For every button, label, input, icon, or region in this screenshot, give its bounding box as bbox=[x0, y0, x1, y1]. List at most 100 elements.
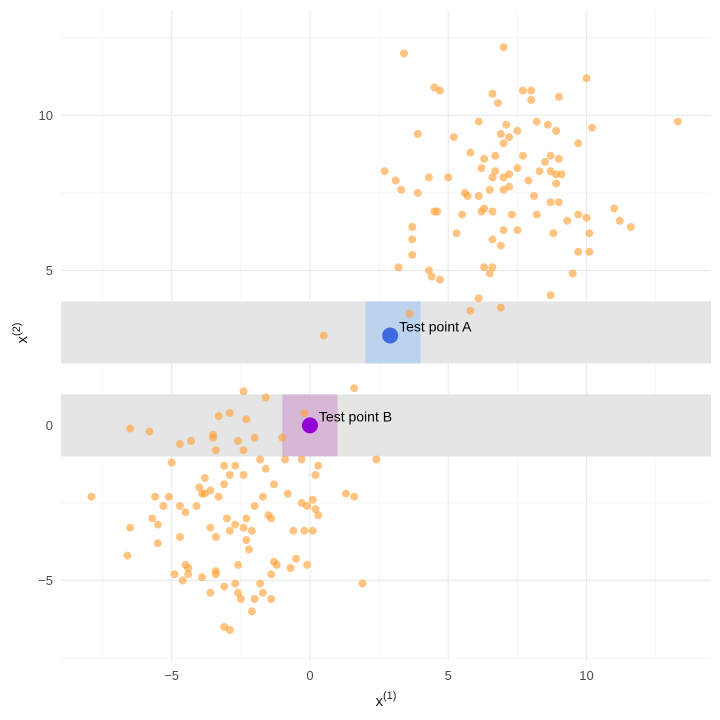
data-point bbox=[245, 545, 254, 554]
data-point bbox=[192, 502, 201, 510]
data-point bbox=[513, 226, 522, 235]
data-point bbox=[408, 223, 417, 231]
data-point bbox=[341, 489, 350, 498]
x-tick-labels: −5 0 5 10 bbox=[164, 668, 594, 683]
data-point bbox=[225, 409, 234, 417]
data-point bbox=[474, 117, 483, 126]
data-point bbox=[491, 151, 500, 160]
data-point bbox=[269, 480, 278, 489]
data-point bbox=[153, 520, 162, 529]
data-point bbox=[549, 229, 558, 238]
data-point bbox=[615, 216, 624, 225]
data-point bbox=[225, 471, 234, 479]
data-point bbox=[585, 229, 594, 238]
data-point bbox=[588, 123, 597, 132]
data-point bbox=[225, 626, 234, 634]
data-point bbox=[673, 117, 682, 126]
data-point bbox=[242, 415, 251, 424]
data-point bbox=[477, 164, 486, 173]
data-point bbox=[242, 514, 251, 523]
data-point bbox=[231, 520, 240, 529]
data-point bbox=[626, 223, 635, 231]
data-point bbox=[153, 539, 162, 548]
data-point bbox=[554, 154, 563, 163]
data-point bbox=[258, 492, 267, 501]
data-point bbox=[474, 192, 483, 200]
data-point bbox=[449, 133, 458, 142]
data-point bbox=[239, 446, 248, 455]
y-axis-title: x(2) bbox=[11, 323, 31, 344]
data-point bbox=[532, 210, 541, 219]
data-point bbox=[485, 185, 494, 194]
data-point bbox=[585, 247, 594, 256]
y-tick-label: −5 bbox=[38, 573, 53, 588]
data-point bbox=[496, 241, 505, 250]
data-point bbox=[546, 198, 555, 207]
data-point bbox=[527, 95, 536, 104]
data-point bbox=[413, 130, 422, 138]
data-point bbox=[292, 554, 301, 563]
data-point bbox=[319, 331, 328, 340]
data-point bbox=[452, 229, 461, 238]
data-point bbox=[554, 198, 563, 207]
data-point bbox=[543, 120, 552, 129]
data-point bbox=[220, 480, 229, 489]
data-point bbox=[211, 570, 220, 579]
data-point bbox=[513, 126, 522, 135]
data-point bbox=[397, 185, 406, 194]
data-point bbox=[184, 570, 193, 579]
data-point bbox=[220, 461, 229, 470]
data-point bbox=[433, 207, 442, 216]
data-point bbox=[242, 536, 251, 545]
data-point bbox=[170, 570, 179, 579]
data-point bbox=[209, 433, 218, 442]
data-point bbox=[408, 250, 417, 259]
test-point-label: Test point B bbox=[319, 408, 392, 424]
data-point bbox=[234, 560, 243, 569]
data-point bbox=[175, 502, 184, 510]
data-point bbox=[610, 204, 619, 213]
data-point bbox=[239, 387, 248, 396]
data-point bbox=[552, 126, 561, 135]
data-point bbox=[435, 275, 444, 284]
data-point bbox=[239, 471, 248, 479]
data-point bbox=[427, 272, 436, 281]
data-point bbox=[261, 393, 270, 402]
data-point bbox=[518, 151, 527, 160]
y-tick-label: 0 bbox=[46, 418, 53, 433]
data-point bbox=[518, 86, 527, 95]
data-point bbox=[554, 92, 563, 101]
data-point bbox=[546, 291, 555, 300]
y-tick-label: 5 bbox=[46, 263, 53, 278]
data-point bbox=[574, 210, 583, 219]
data-point bbox=[297, 455, 306, 464]
y-tick-labels: −5 0 5 10 bbox=[38, 108, 53, 588]
data-point bbox=[200, 474, 209, 483]
data-point bbox=[126, 523, 135, 532]
data-point bbox=[314, 511, 323, 520]
data-point bbox=[222, 514, 231, 523]
data-point bbox=[231, 461, 240, 470]
data-point bbox=[300, 526, 309, 535]
data-point bbox=[405, 309, 414, 318]
data-point bbox=[424, 266, 433, 275]
data-point bbox=[247, 526, 256, 535]
data-point bbox=[458, 210, 467, 219]
data-point bbox=[261, 464, 270, 473]
data-point bbox=[557, 170, 566, 179]
data-point bbox=[574, 139, 583, 148]
data-point bbox=[151, 492, 160, 501]
data-point bbox=[239, 523, 248, 532]
data-point bbox=[283, 489, 292, 498]
data-point bbox=[563, 216, 572, 225]
data-point bbox=[480, 263, 489, 272]
data-point bbox=[178, 576, 187, 585]
x-tick-label: 5 bbox=[445, 668, 452, 683]
data-point bbox=[435, 86, 444, 95]
data-point bbox=[258, 588, 267, 597]
data-point bbox=[552, 179, 561, 188]
data-point bbox=[181, 560, 190, 569]
data-point bbox=[250, 595, 259, 603]
data-point bbox=[488, 263, 497, 272]
data-point bbox=[289, 526, 298, 535]
